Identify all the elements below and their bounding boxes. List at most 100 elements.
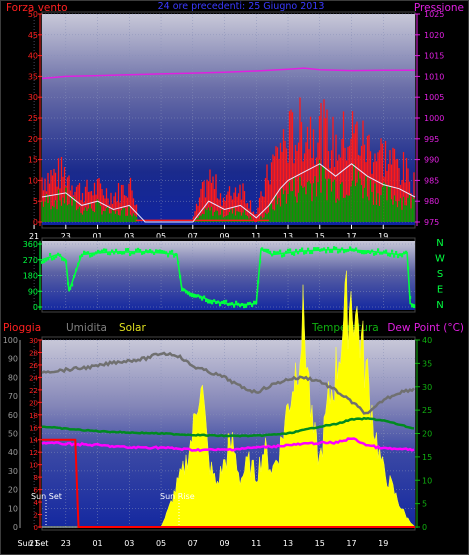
solar-legend: Solar <box>119 322 146 334</box>
pressure-tick-label: 1020 <box>424 31 444 40</box>
direction-point <box>159 249 162 253</box>
direction-point <box>109 252 112 256</box>
direction-point <box>361 251 364 255</box>
direction-point <box>281 254 284 258</box>
dewpoint-line <box>41 437 415 453</box>
direction-point <box>139 249 142 253</box>
temp-tick-label: 20 <box>422 430 432 439</box>
direction-point <box>277 251 280 255</box>
x-tick-label: 17 <box>346 539 356 548</box>
pressure-tick-label: 1000 <box>424 114 444 123</box>
x-tick-label: 13 <box>283 232 293 241</box>
direction-point <box>359 250 362 254</box>
x-tick-label: 05 <box>156 539 166 548</box>
direction-point <box>209 300 212 304</box>
humidity-tick-label: 40 <box>8 448 18 457</box>
wind-tick-label: 40 <box>28 52 38 61</box>
rain-tick-label: 20 <box>29 399 38 407</box>
direction-panel-series <box>41 246 416 309</box>
direction-tick-label: 0 <box>33 303 38 312</box>
direction-tick-label: 270 <box>23 256 38 265</box>
pressure-line <box>41 67 415 80</box>
pressure-tick-label: 990 <box>424 156 439 165</box>
direction-point <box>61 257 64 261</box>
compass-label: E <box>437 285 443 296</box>
direction-point <box>111 249 114 253</box>
direction-point <box>411 304 414 308</box>
compass-label: N <box>436 300 443 311</box>
direction-point <box>51 257 54 261</box>
wind-tick-label: 0 <box>33 218 38 227</box>
direction-point <box>383 250 386 254</box>
compass-label: N <box>436 238 443 249</box>
temp-tick-label: 15 <box>422 453 432 462</box>
direction-point <box>401 254 404 258</box>
direction-point <box>315 247 318 251</box>
direction-point <box>377 248 380 252</box>
direction-point <box>295 248 298 252</box>
wind-tick-label: 25 <box>28 114 38 123</box>
direction-point <box>387 253 390 257</box>
direction-point <box>413 305 416 309</box>
direction-point <box>331 249 334 253</box>
direction-point <box>309 251 312 255</box>
direction-point <box>333 246 336 250</box>
direction-point <box>303 251 306 255</box>
direction-point <box>299 249 302 253</box>
x-tick-label: 11 <box>251 539 261 548</box>
direction-point <box>189 293 192 297</box>
humidity-tick-label: 90 <box>8 355 18 364</box>
x-tick-label: 19 <box>378 232 388 241</box>
direction-point <box>375 251 378 255</box>
x-tick-label: 21 <box>29 539 39 548</box>
temp-tick-label: 40 <box>422 336 432 345</box>
direction-point <box>195 294 198 298</box>
direction-point <box>149 248 152 252</box>
direction-point <box>215 301 218 305</box>
direction-point <box>395 250 398 254</box>
direction-point <box>219 303 222 307</box>
direction-point <box>211 301 214 305</box>
x-tick-label: 03 <box>124 232 134 241</box>
direction-point <box>249 301 252 305</box>
pressure-tick-label: 1010 <box>424 72 444 81</box>
direction-point <box>155 249 158 253</box>
direction-point <box>335 246 338 250</box>
rain-tick-label: 14 <box>29 437 38 445</box>
direction-point <box>115 248 118 252</box>
direction-point <box>43 260 46 264</box>
direction-point <box>167 254 170 258</box>
header-title: 24 ore precedenti: 25 Giugno 2013 <box>158 1 325 12</box>
x-tick-sunset-label: Sun Set <box>18 539 49 548</box>
humidity-tick-label: 60 <box>8 411 18 420</box>
wind-tick-label: 10 <box>28 176 38 185</box>
compass-label: S <box>437 269 443 280</box>
x-tick-label: 01 <box>92 232 102 241</box>
direction-point <box>223 300 226 304</box>
direction-point <box>103 248 106 252</box>
direction-point <box>205 299 208 303</box>
humidity-tick-label: 0 <box>13 523 18 532</box>
rain-tick-label: 8 <box>34 474 38 482</box>
direction-point <box>125 248 128 252</box>
direction-point <box>289 248 292 252</box>
direction-point <box>265 248 268 252</box>
direction-point <box>133 251 136 255</box>
direction-point <box>287 248 290 252</box>
pressure-tick-label: 980 <box>424 197 439 206</box>
direction-point <box>323 247 326 251</box>
humidity-tick-label: 50 <box>8 430 18 439</box>
x-tick-label: 01 <box>92 539 102 548</box>
pressure-tick-label: 995 <box>424 135 439 144</box>
direction-point <box>83 250 86 254</box>
x-tick-label: 17 <box>346 232 356 241</box>
direction-point <box>261 247 264 251</box>
direction-point <box>129 252 132 256</box>
direction-point <box>153 251 156 255</box>
direction-point <box>41 260 44 264</box>
humidity-tick-label: 20 <box>8 486 18 495</box>
x-tick-label: 05 <box>156 232 166 241</box>
direction-line <box>41 248 416 307</box>
x-tick-label: 13 <box>283 539 293 548</box>
